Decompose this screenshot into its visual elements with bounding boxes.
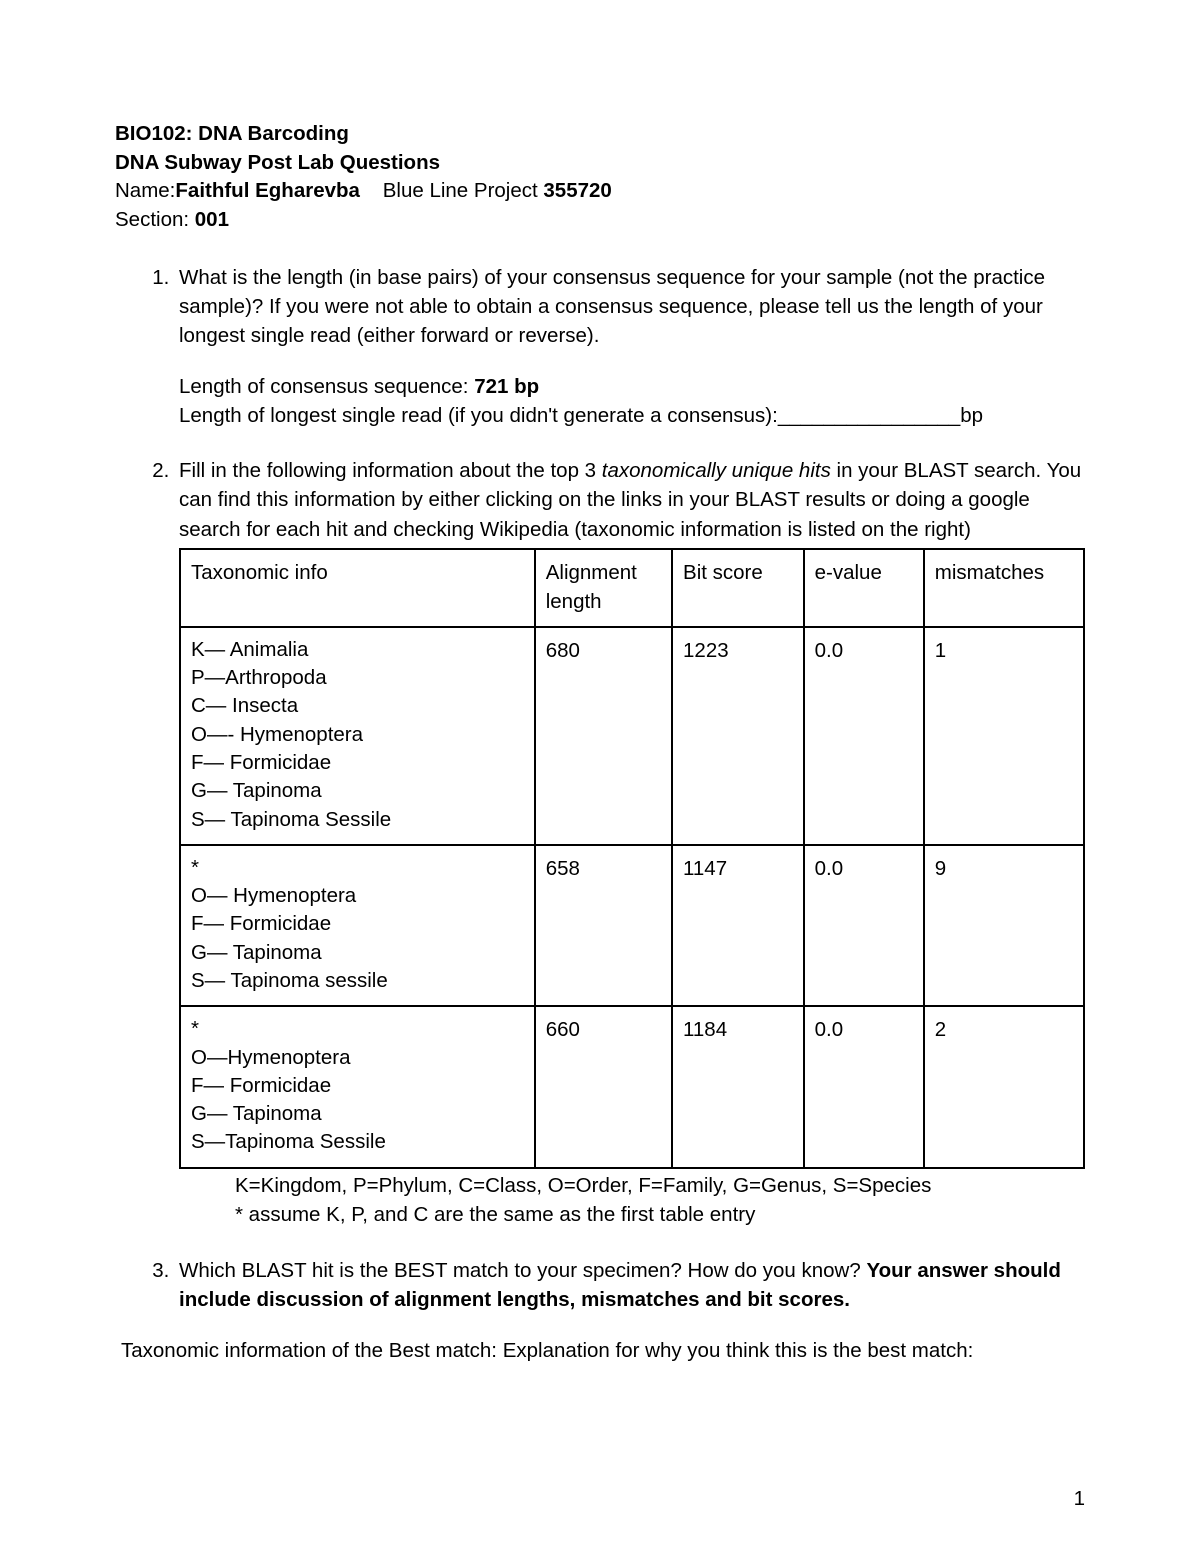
tax-line: O— Hymenoptera: [191, 882, 524, 910]
q1-consensus-label: Length of consensus sequence:: [179, 375, 474, 398]
tax-line: S— Tapinoma sessile: [191, 967, 524, 995]
table-row: *O— HymenopteraF— FormicidaeG— TapinomaS…: [180, 845, 1084, 1006]
note-abbrev: K=Kingdom, P=Phylum, C=Class, O=Order, F…: [235, 1171, 1085, 1201]
cell-mm: 1: [924, 627, 1084, 845]
section-line: Section: 001: [115, 206, 1085, 235]
cell-bit: 1184: [672, 1006, 804, 1167]
content-body: What is the length (in base pairs) of yo…: [115, 263, 1085, 1366]
q3-lead-a: Which BLAST hit is the BEST match to you…: [179, 1259, 866, 1282]
tax-line: S— Tapinoma Sessile: [191, 806, 524, 834]
q1-answers: Length of consensus sequence: 721 bp Len…: [179, 372, 1085, 430]
course-title: BIO102: DNA Barcoding: [115, 120, 1085, 149]
cell-tax: K— AnimaliaP—ArthropodaC— InsectaO—- Hym…: [180, 627, 535, 845]
q2-lead-a: Fill in the following information about …: [179, 459, 602, 482]
section-label: Section:: [115, 208, 189, 231]
q2-text: Fill in the following information about …: [179, 456, 1085, 543]
tax-line: K— Animalia: [191, 636, 524, 664]
tax-line: C— Insecta: [191, 692, 524, 720]
q1-consensus-line: Length of consensus sequence: 721 bp: [179, 372, 1085, 401]
th-mismatches: mismatches: [924, 549, 1084, 627]
q1-blank: ________________: [778, 404, 960, 427]
th-taxonomic: Taxonomic info: [180, 549, 535, 627]
document-page: BIO102: DNA Barcoding DNA Subway Post La…: [0, 0, 1200, 1553]
blast-table-body: K— AnimaliaP—ArthropodaC— InsectaO—- Hym…: [180, 627, 1084, 1168]
tax-line: P—Arthropoda: [191, 664, 524, 692]
tax-line: F— Formicidae: [191, 749, 524, 777]
cell-tax: *O— HymenopteraF— FormicidaeG— TapinomaS…: [180, 845, 535, 1006]
cell-mm: 9: [924, 845, 1084, 1006]
table-row: *O—HymenopteraF— FormicidaeG— TapinomaS—…: [180, 1006, 1084, 1167]
section-number: 001: [195, 208, 229, 231]
q2-lead-italic: taxonomically unique hits: [602, 459, 831, 482]
th-alignment: Alignment length: [535, 549, 672, 627]
question-list: What is the length (in base pairs) of yo…: [115, 263, 1085, 1366]
tax-line: S—Tapinoma Sessile: [191, 1128, 524, 1156]
cell-mm: 2: [924, 1006, 1084, 1167]
table-notes: K=Kingdom, P=Phylum, C=Class, O=Order, F…: [179, 1171, 1085, 1230]
q3-text: Which BLAST hit is the BEST match to you…: [179, 1256, 1085, 1314]
cell-al: 658: [535, 845, 672, 1006]
tax-line: F— Formicidae: [191, 910, 524, 938]
cell-al: 680: [535, 627, 672, 845]
q1-unit: bp: [960, 404, 983, 427]
tax-line: G— Tapinoma: [191, 1100, 524, 1128]
th-evalue: e-value: [804, 549, 924, 627]
cell-ev: 0.0: [804, 1006, 924, 1167]
tax-line: *: [191, 854, 524, 882]
tax-line: *: [191, 1015, 524, 1043]
cell-bit: 1223: [672, 627, 804, 845]
blast-table: Taxonomic info Alignment length Bit scor…: [179, 548, 1085, 1169]
cell-al: 660: [535, 1006, 672, 1167]
question-1: What is the length (in base pairs) of yo…: [175, 263, 1085, 431]
table-row: K— AnimaliaP—ArthropodaC— InsectaO—- Hym…: [180, 627, 1084, 845]
name-label: Name:: [115, 179, 175, 202]
cell-bit: 1147: [672, 845, 804, 1006]
tax-line: F— Formicidae: [191, 1072, 524, 1100]
name-line: Name:Faithful Egharevba Blue Line Projec…: [115, 177, 1085, 206]
q1-text: What is the length (in base pairs) of yo…: [179, 263, 1085, 350]
doc-subtitle: DNA Subway Post Lab Questions: [115, 149, 1085, 178]
cell-tax: *O—HymenopteraF— FormicidaeG— TapinomaS—…: [180, 1006, 535, 1167]
student-name: Faithful Egharevba: [175, 179, 360, 202]
th-bitscore: Bit score: [672, 549, 804, 627]
tax-line: O—- Hymenoptera: [191, 721, 524, 749]
q3-answer-text: Taxonomic information of the Best match:…: [121, 1336, 1085, 1365]
page-number: 1: [1074, 1487, 1085, 1511]
project-number: 355720: [543, 179, 611, 202]
question-3: Which BLAST hit is the BEST match to you…: [175, 1256, 1085, 1365]
tax-line: O—Hymenoptera: [191, 1044, 524, 1072]
tax-line: G— Tapinoma: [191, 939, 524, 967]
cell-ev: 0.0: [804, 627, 924, 845]
question-2: Fill in the following information about …: [175, 456, 1085, 1230]
cell-ev: 0.0: [804, 845, 924, 1006]
project-label: Blue Line Project: [383, 179, 538, 202]
q1-longest-line: Length of longest single read (if you di…: [179, 401, 1085, 430]
q1-consensus-value: 721 bp: [474, 375, 539, 398]
note-asterisk: * assume K, P, and C are the same as the…: [235, 1200, 1085, 1230]
tax-line: G— Tapinoma: [191, 777, 524, 805]
table-header-row: Taxonomic info Alignment length Bit scor…: [180, 549, 1084, 627]
q1-longest-label: Length of longest single read (if you di…: [179, 404, 778, 427]
header-block: BIO102: DNA Barcoding DNA Subway Post La…: [115, 120, 1085, 235]
